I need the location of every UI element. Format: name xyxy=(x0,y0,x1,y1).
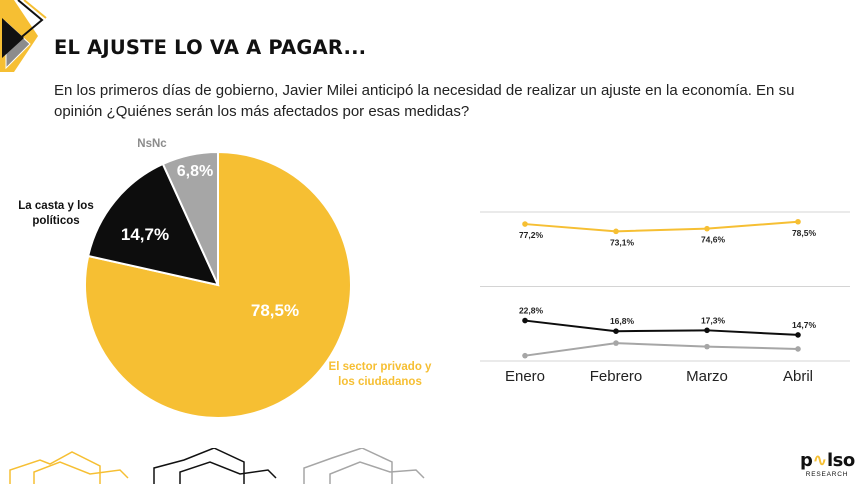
data-label: 14,7% xyxy=(792,320,817,330)
x-tick-label: Enero xyxy=(505,368,545,385)
corner-logo-decoration xyxy=(0,0,47,72)
series-line xyxy=(524,220,799,233)
data-label: 22,8% xyxy=(519,306,544,316)
data-label: 77,2% xyxy=(519,230,544,240)
pie-category-label: El sector privado y los ciudadanos xyxy=(329,361,433,388)
data-point xyxy=(795,218,801,225)
data-label: 16,8% xyxy=(610,316,635,326)
data-point xyxy=(704,225,710,232)
pie-slice xyxy=(161,150,219,286)
pie-category-label: La casta y los políticos xyxy=(18,200,93,227)
x-tick-label: Febrero xyxy=(590,368,643,385)
pie-value-label: 14,7% xyxy=(121,225,169,244)
pie-slice xyxy=(84,150,352,419)
footer-skyline-decoration xyxy=(9,448,425,484)
data-label: 74,6% xyxy=(701,235,726,245)
page-title: EL AJUSTE LO VA A PAGAR... xyxy=(54,36,367,59)
data-point xyxy=(522,317,528,324)
data-point xyxy=(522,221,528,227)
brand-logo: p∿lso RESEARCH xyxy=(800,450,855,479)
data-point xyxy=(613,228,619,235)
data-point xyxy=(704,327,710,334)
x-tick-label: Marzo xyxy=(686,368,728,385)
pie-value-label: 78,5% xyxy=(251,301,299,320)
data-point xyxy=(795,346,801,352)
x-tick-label: Abril xyxy=(783,368,813,385)
data-label: 17,3% xyxy=(701,315,726,325)
data-label: 73,1% xyxy=(610,237,635,247)
pie-value-label: 6,8% xyxy=(177,163,213,180)
data-point xyxy=(613,328,619,335)
series-line xyxy=(524,342,799,357)
page-subtitle: En los primeros días de gobierno, Javier… xyxy=(54,82,795,120)
series-line xyxy=(524,319,799,336)
data-label: 78,5% xyxy=(792,228,817,238)
data-point xyxy=(795,332,801,338)
pie-slice xyxy=(87,162,220,287)
pie-category-label: NsNc xyxy=(137,138,167,150)
data-point xyxy=(613,340,619,346)
data-point xyxy=(704,343,710,350)
data-point xyxy=(522,352,528,359)
brand-pulse-icon: ∿ xyxy=(812,450,827,471)
